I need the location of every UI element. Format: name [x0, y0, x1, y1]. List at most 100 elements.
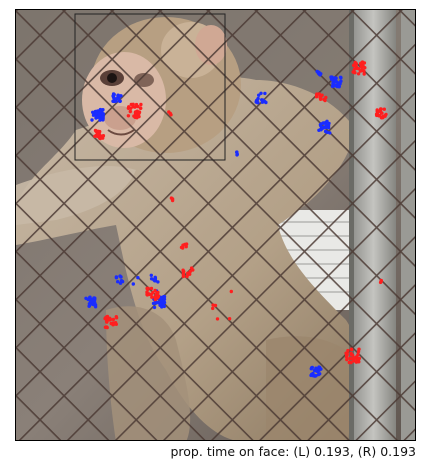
- left-gaze-point: [317, 128, 321, 132]
- right-gaze-point: [156, 295, 160, 299]
- right-gaze-point: [126, 114, 131, 118]
- left-gaze-point: [160, 305, 164, 309]
- left-gaze-point: [96, 115, 100, 120]
- right-gaze-point: [361, 64, 365, 68]
- left-gaze-point: [88, 295, 92, 299]
- right-gaze-point: [105, 319, 109, 323]
- right-gaze-point: [150, 295, 154, 299]
- left-gaze-point: [159, 296, 164, 300]
- left-gaze-point: [325, 130, 329, 134]
- right-gaze-point: [379, 107, 383, 111]
- right-gaze-point: [170, 198, 175, 203]
- left-gaze-point: [313, 368, 318, 372]
- left-gaze-point: [257, 93, 261, 97]
- left-gaze-point: [318, 73, 322, 77]
- right-gaze-point: [108, 317, 113, 321]
- right-gaze-point: [345, 353, 349, 357]
- right-gaze-point: [93, 134, 97, 138]
- right-gaze-point: [211, 306, 215, 311]
- left-gaze-point: [118, 99, 122, 104]
- right-gaze-point: [111, 317, 116, 322]
- right-gaze-point: [101, 134, 105, 139]
- right-gaze-point: [188, 272, 192, 276]
- left-gaze-point: [339, 79, 343, 83]
- monkey-photo: [16, 10, 415, 440]
- left-gaze-point: [333, 83, 338, 88]
- left-gaze-point: [101, 112, 106, 116]
- left-gaze-point: [264, 100, 268, 105]
- right-gaze-point: [227, 317, 232, 321]
- right-gaze-point: [357, 347, 361, 351]
- right-gaze-point: [112, 322, 117, 326]
- right-gaze-point: [350, 347, 354, 352]
- right-gaze-point: [356, 72, 361, 76]
- right-gaze-point: [354, 355, 359, 359]
- right-gaze-point: [352, 356, 356, 360]
- left-gaze-point: [91, 110, 95, 115]
- right-gaze-point: [105, 314, 110, 319]
- right-gaze-point: [179, 245, 184, 250]
- right-gaze-point: [352, 67, 357, 72]
- right-gaze-point: [128, 109, 132, 114]
- right-gaze-point: [153, 297, 157, 302]
- right-gaze-point: [380, 111, 384, 115]
- left-gaze-point: [152, 305, 157, 310]
- left-gaze-point: [317, 368, 321, 372]
- right-gaze-point: [181, 274, 186, 279]
- right-gaze-point: [156, 290, 160, 295]
- right-gaze-point: [346, 348, 350, 353]
- left-gaze-point: [119, 279, 124, 283]
- right-gaze-point: [357, 356, 361, 360]
- left-gaze-point: [329, 75, 333, 79]
- right-gaze-point: [362, 72, 366, 76]
- right-gaze-point: [151, 290, 155, 295]
- left-gaze-point: [309, 373, 313, 378]
- right-gaze-point: [133, 105, 137, 109]
- right-gaze-point: [114, 316, 119, 320]
- left-eye-gaze-points: [84, 69, 343, 378]
- right-gaze-point: [323, 98, 327, 103]
- right-gaze-point: [359, 61, 363, 65]
- right-gaze-point: [353, 71, 357, 75]
- left-gaze-point: [235, 153, 239, 157]
- left-gaze-point: [337, 82, 341, 87]
- left-gaze-point: [114, 275, 119, 279]
- right-gaze-point: [167, 110, 171, 114]
- left-gaze-point: [325, 119, 329, 124]
- right-gaze-point: [347, 360, 351, 365]
- left-gaze-point: [136, 276, 140, 280]
- face-time-caption: prop. time on face: (L) 0.193, (R) 0.193: [170, 444, 416, 459]
- right-gaze-point: [145, 293, 150, 297]
- left-gaze-point: [311, 374, 316, 378]
- right-gaze-point: [104, 325, 109, 329]
- left-gaze-point: [101, 108, 105, 112]
- left-gaze-point: [255, 98, 259, 102]
- left-gaze-point: [114, 99, 118, 103]
- right-gaze-point: [355, 358, 359, 363]
- right-gaze-point: [377, 113, 382, 118]
- left-gaze-point: [156, 280, 160, 284]
- right-gaze-point: [376, 110, 380, 114]
- right-gaze-point: [131, 102, 135, 107]
- left-gaze-point: [97, 111, 101, 115]
- left-gaze-point: [100, 114, 105, 119]
- right-gaze-point: [324, 95, 328, 100]
- left-gaze-point: [318, 372, 322, 376]
- right-gaze-point: [378, 280, 383, 285]
- right-gaze-point: [149, 286, 154, 291]
- left-gaze-point: [112, 96, 116, 100]
- left-gaze-point: [156, 301, 161, 305]
- right-gaze-point: [139, 102, 143, 107]
- right-gaze-point: [352, 359, 356, 363]
- right-gaze-point: [315, 93, 319, 97]
- right-gaze-point: [185, 274, 189, 279]
- right-gaze-point: [134, 110, 138, 114]
- left-gaze-point: [319, 122, 324, 126]
- right-gaze-point: [349, 353, 354, 357]
- left-gaze-point: [309, 367, 313, 371]
- right-gaze-point: [348, 356, 352, 360]
- left-gaze-point: [263, 91, 267, 96]
- right-gaze-point: [215, 317, 220, 321]
- right-gaze-point: [153, 288, 157, 293]
- left-gaze-point: [93, 296, 97, 300]
